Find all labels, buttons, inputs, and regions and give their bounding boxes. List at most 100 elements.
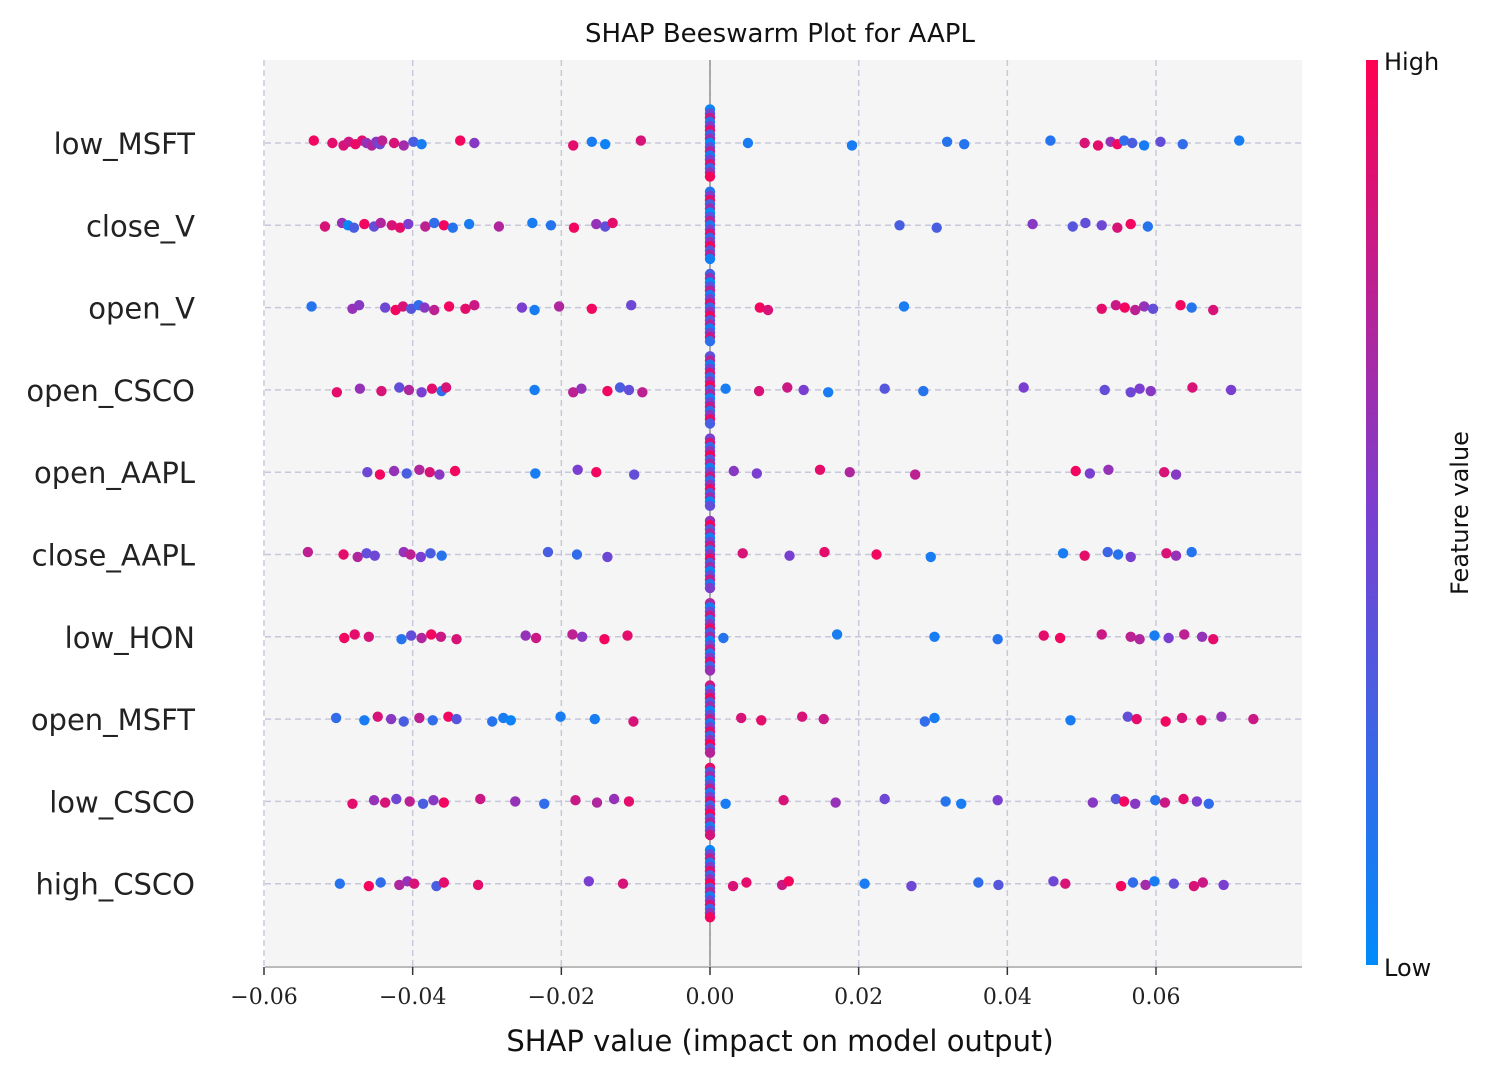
data-point bbox=[608, 793, 620, 805]
data-point bbox=[1112, 222, 1123, 233]
data-point bbox=[429, 217, 440, 229]
data-point bbox=[1134, 634, 1145, 645]
data-point bbox=[529, 384, 540, 396]
data-point bbox=[416, 632, 427, 644]
data-point bbox=[1080, 217, 1091, 229]
data-point bbox=[330, 712, 342, 724]
data-point bbox=[778, 795, 789, 806]
data-point bbox=[348, 222, 360, 233]
data-point bbox=[319, 221, 331, 232]
data-point bbox=[475, 793, 486, 805]
data-point bbox=[589, 713, 600, 725]
data-point bbox=[1191, 796, 1203, 807]
data-point bbox=[628, 716, 639, 727]
data-point bbox=[568, 387, 579, 398]
data-point bbox=[973, 877, 984, 888]
feature-label: open_V bbox=[88, 292, 195, 326]
data-point bbox=[388, 137, 400, 149]
data-point bbox=[1188, 880, 1200, 892]
data-point bbox=[405, 549, 416, 560]
data-point bbox=[386, 220, 398, 231]
data-point bbox=[720, 798, 731, 809]
data-point bbox=[617, 878, 629, 889]
x-tick-label: −0.04 bbox=[379, 985, 446, 1010]
data-point bbox=[1119, 302, 1130, 313]
colorbar-title: Feature value bbox=[1446, 431, 1474, 595]
data-point bbox=[1096, 220, 1107, 231]
data-point bbox=[460, 303, 471, 314]
data-point bbox=[1163, 632, 1174, 644]
data-point bbox=[449, 465, 461, 477]
data-point bbox=[308, 135, 320, 146]
data-point bbox=[1178, 793, 1189, 805]
data-point bbox=[704, 500, 716, 511]
data-point bbox=[1054, 632, 1066, 644]
data-point bbox=[959, 139, 970, 150]
data-point bbox=[1038, 630, 1049, 641]
x-tick-label: 0.00 bbox=[686, 985, 735, 1010]
data-point bbox=[447, 222, 459, 233]
data-point bbox=[1160, 716, 1171, 727]
data-point bbox=[796, 711, 808, 722]
data-point bbox=[931, 222, 942, 233]
data-point bbox=[394, 222, 406, 233]
data-point bbox=[1170, 469, 1182, 480]
data-point bbox=[704, 418, 716, 429]
data-point bbox=[369, 550, 380, 561]
data-point bbox=[1197, 877, 1209, 888]
data-point bbox=[1125, 631, 1136, 642]
data-point bbox=[1145, 385, 1156, 397]
data-point bbox=[1112, 549, 1124, 560]
data-point bbox=[572, 464, 583, 475]
data-point bbox=[1149, 876, 1160, 887]
data-point bbox=[925, 551, 936, 563]
data-point bbox=[1057, 548, 1069, 559]
data-point bbox=[428, 795, 439, 806]
data-point bbox=[992, 634, 1003, 645]
data-point bbox=[1079, 137, 1090, 149]
data-point bbox=[368, 795, 380, 806]
data-point bbox=[510, 796, 521, 807]
data-point bbox=[704, 253, 716, 265]
data-point bbox=[363, 631, 375, 642]
data-point bbox=[1134, 383, 1145, 394]
data-point bbox=[599, 634, 610, 645]
data-point bbox=[1045, 135, 1056, 146]
data-point bbox=[637, 387, 648, 398]
data-point bbox=[929, 631, 940, 642]
data-point bbox=[879, 383, 890, 394]
data-point bbox=[398, 716, 409, 727]
data-point bbox=[602, 385, 613, 397]
data-point bbox=[438, 877, 450, 888]
data-point bbox=[1138, 140, 1150, 151]
data-point bbox=[1110, 300, 1122, 311]
data-point bbox=[1177, 139, 1188, 150]
data-point bbox=[1218, 879, 1229, 891]
data-point bbox=[469, 137, 480, 149]
data-point bbox=[361, 548, 372, 559]
data-point bbox=[375, 877, 386, 888]
data-point bbox=[438, 797, 450, 808]
data-point bbox=[1208, 634, 1219, 645]
feature-label: low_CSCO bbox=[49, 785, 195, 819]
data-point bbox=[379, 302, 391, 313]
feature-label: open_AAPL bbox=[34, 456, 195, 490]
data-point bbox=[1140, 879, 1151, 891]
data-point bbox=[306, 301, 317, 312]
data-point bbox=[1208, 304, 1219, 316]
data-point bbox=[420, 221, 431, 232]
data-point bbox=[349, 629, 360, 640]
data-point bbox=[1092, 140, 1104, 151]
data-point bbox=[819, 546, 830, 558]
data-point bbox=[1159, 797, 1171, 808]
data-point bbox=[394, 879, 405, 891]
data-point bbox=[718, 632, 729, 644]
data-point bbox=[742, 137, 754, 149]
data-point bbox=[1096, 629, 1107, 640]
feature-label: close_AAPL bbox=[32, 539, 195, 573]
data-point bbox=[1225, 384, 1237, 396]
data-point bbox=[1048, 876, 1059, 887]
data-point bbox=[1196, 715, 1207, 726]
data-point bbox=[451, 634, 462, 645]
data-point bbox=[628, 469, 640, 480]
